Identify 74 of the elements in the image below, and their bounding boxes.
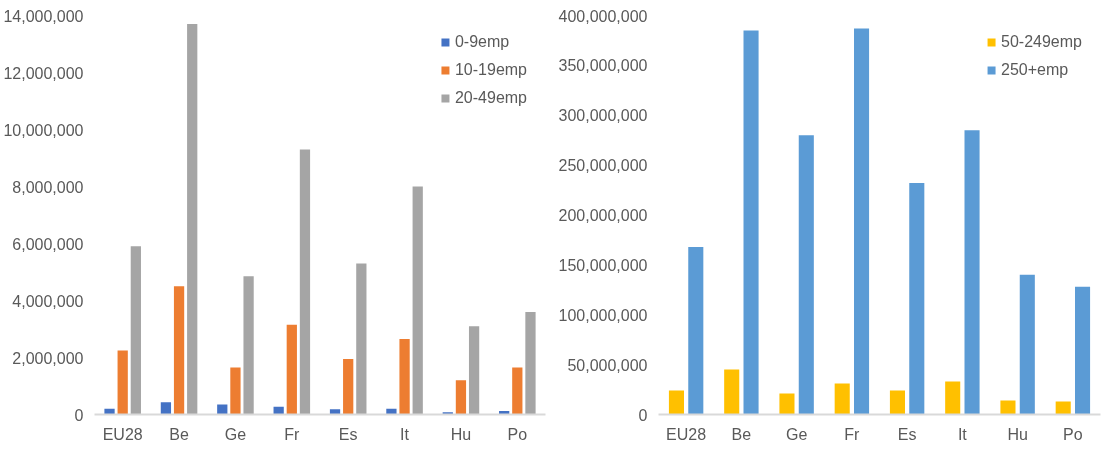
y-tick-label: 400,000,000 [558,7,648,25]
x-tick-label: Po [1063,425,1083,443]
bar [104,408,115,415]
bar [854,28,870,415]
x-tick-label: Ge [224,425,247,443]
bar [889,390,905,415]
bar [1075,286,1091,415]
bar [386,408,397,415]
y-tick-label: 12,000,000 [3,64,84,82]
x-tick-label: EU28 [666,425,707,443]
bar [117,350,128,415]
bar [525,311,536,415]
y-tick-label: 2,000,000 [12,349,84,367]
y-tick-label: 100,000,000 [558,306,648,324]
bar [299,149,311,415]
y-tick-label: 0 [638,406,648,424]
y-tick-label: 150,000,000 [558,256,648,274]
bar [356,263,367,415]
y-tick-label: 250,000,000 [558,157,648,175]
bar [964,130,980,415]
bar [230,367,241,415]
x-tick-label: Hu [450,425,472,443]
x-tick-label: Fr [284,425,301,443]
y-tick-label: 200,000,000 [558,207,648,224]
y-tick-label: 0 [74,406,84,424]
y-tick-label: 6,000,000 [12,235,84,253]
y-tick-label: 10,000,000 [3,121,84,139]
x-tick-label: Po [507,425,528,443]
bar [343,358,354,415]
bar [668,390,684,415]
y-tick-label: 4,000,000 [12,292,84,310]
bar [286,324,297,415]
bar [130,246,141,415]
y-tick-label: 8,000,000 [12,178,84,196]
x-tick-label: Be [169,425,189,443]
bar [329,409,341,415]
bar [779,393,795,415]
bar [1000,400,1016,415]
legend-label: 10-19emp [454,61,527,79]
y-tick-label: 300,000,000 [558,107,648,125]
bar [173,286,185,415]
bar [512,367,523,415]
x-tick-label: Fr [844,425,861,443]
bar [160,402,172,415]
bar [688,246,704,415]
bar [1019,274,1035,415]
y-tick-label: 350,000,000 [558,57,648,75]
x-tick-label: EU28 [102,425,143,443]
legend-label: 0-9emp [454,33,510,51]
y-tick-label: 50,000,000 [567,356,648,374]
bar [834,383,850,415]
bar [468,326,480,415]
bar [399,338,410,415]
bar [455,380,467,415]
bar [1055,401,1071,415]
x-tick-label: Es [338,425,358,443]
bar [412,186,423,415]
bar [798,135,814,415]
bar [187,24,198,415]
x-tick-label: Hu [1007,425,1028,443]
x-tick-label: Ge [785,425,808,443]
x-tick-label: Be [731,425,752,443]
x-tick-label: It [400,425,410,443]
x-tick-label: Es [897,425,917,443]
x-tick-label: It [957,425,968,443]
y-tick-label: 14,000,000 [3,7,84,25]
legend-label: 50-249emp [1001,33,1082,51]
bar [243,276,254,415]
bar [909,183,925,415]
bar [945,381,961,415]
legend-label: 20-49emp [454,89,527,107]
legend-label: 250+emp [1001,61,1069,79]
bar [724,369,740,415]
bar [743,30,759,415]
